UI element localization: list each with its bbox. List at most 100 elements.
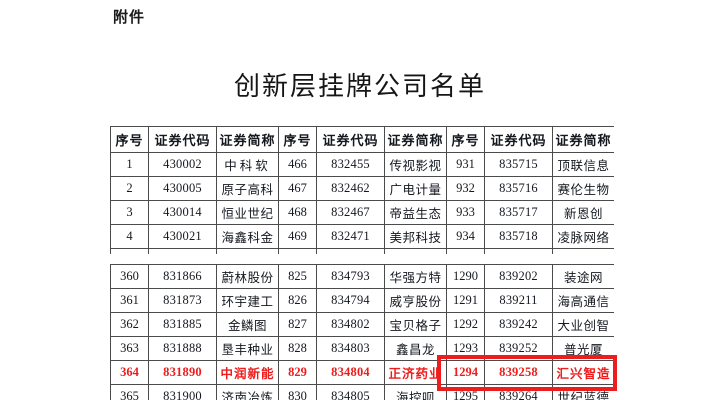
cell-code: 834802 [316, 312, 385, 337]
cell-name: 济南冶炼 [216, 384, 279, 400]
cell-code: 839202 [484, 264, 553, 289]
cell-name: 汇兴智造 [552, 360, 614, 385]
cell-seq: 361 [110, 288, 149, 313]
page-title: 创新层挂牌公司名单 [233, 72, 486, 102]
cell-name: 中科软 [216, 152, 279, 177]
cell-seq: 466 [278, 152, 317, 177]
table-row: 364 831890 中润新能 829 834804 正济药业 1294 839258 汇兴智造 [110, 360, 614, 385]
cell-name: 海控呗 [384, 384, 447, 400]
column-header-name-1: 证券简称 [216, 126, 279, 153]
column-header-code-2: 证券代码 [316, 126, 385, 153]
cell-name: 世纪蓝德 [552, 384, 614, 400]
cell-code: 839211 [484, 288, 553, 313]
cell-seq: 1294 [446, 360, 485, 385]
listing-table-bottom: 360 831866 蔚林股份 825 834793 华强方特 1290 839202 装途网 3… [110, 264, 614, 400]
cell-code: 831866 [148, 264, 217, 289]
cell-seq: 827 [278, 312, 317, 337]
cell-name: 威亨股份 [384, 288, 447, 313]
attachment-label: 附件 [113, 8, 146, 26]
cell-code: 834793 [316, 264, 385, 289]
table-row: 361 831873 环宇建工 826 834794 威亨股份 1291 839211 海高通信 [110, 288, 614, 313]
cell-code: 430014 [148, 200, 217, 225]
cell-name: 金鳞图 [216, 312, 279, 337]
cell-code: 831890 [148, 360, 217, 385]
cell-name: 中润新能 [216, 360, 279, 385]
cell-seq: 829 [278, 360, 317, 385]
cell-name: 恒业世纪 [216, 200, 279, 225]
cell-name: 垦丰种业 [216, 336, 279, 361]
cell-code: 831873 [148, 288, 217, 313]
cell-name: 传视影视 [384, 152, 447, 177]
table-row: 365 831900 济南冶炼 830 834805 海控呗 1295 839264 世纪蓝德 [110, 384, 614, 400]
cell-code: 834803 [316, 336, 385, 361]
cell-empty [216, 248, 279, 254]
cell-name: 原子高科 [216, 176, 279, 201]
cell-code: 839252 [484, 336, 553, 361]
cell-empty [446, 248, 485, 254]
cell-code: 831900 [148, 384, 217, 400]
column-header-code-1: 证券代码 [148, 126, 217, 153]
cell-code: 832471 [316, 224, 385, 249]
cell-seq: 3 [110, 200, 149, 225]
cell-name: 鑫昌龙 [384, 336, 447, 361]
cell-seq: 1295 [446, 384, 485, 400]
cell-code: 832467 [316, 200, 385, 225]
cell-name: 正济药业 [384, 360, 447, 385]
cell-seq: 828 [278, 336, 317, 361]
cell-seq: 362 [110, 312, 149, 337]
cell-name: 顶联信息 [552, 152, 614, 177]
cell-seq: 1292 [446, 312, 485, 337]
table-row: 363 831888 垦丰种业 828 834803 鑫昌龙 1293 839252 普光厦 [110, 336, 614, 361]
cell-seq: 931 [446, 152, 485, 177]
cell-name: 蔚林股份 [216, 264, 279, 289]
cell-seq: 364 [110, 360, 149, 385]
cell-name: 新恩创 [552, 200, 614, 225]
cell-seq: 363 [110, 336, 149, 361]
cell-code: 832462 [316, 176, 385, 201]
cell-code: 430021 [148, 224, 217, 249]
cell-code: 839242 [484, 312, 553, 337]
cell-name: 宝贝格子 [384, 312, 447, 337]
cell-name: 凌脉网络 [552, 224, 614, 249]
cell-seq: 1293 [446, 336, 485, 361]
cell-seq: 830 [278, 384, 317, 400]
cell-empty [484, 248, 553, 254]
column-header-name-2: 证券简称 [384, 126, 447, 153]
cell-seq: 825 [278, 264, 317, 289]
column-header-name-3: 证券简称 [552, 126, 614, 153]
cell-seq: 365 [110, 384, 149, 400]
cell-name: 海鑫科金 [216, 224, 279, 249]
cell-name: 帝益生态 [384, 200, 447, 225]
table-row: 3 430014 恒业世纪 468 832467 帝益生态 933 835717 新恩创 [110, 200, 614, 225]
cell-seq: 826 [278, 288, 317, 313]
column-header-seq-1: 序号 [110, 126, 149, 153]
cell-code: 835718 [484, 224, 553, 249]
cell-name: 普光厦 [552, 336, 614, 361]
cell-empty [148, 248, 217, 254]
table-header-row: 序号 证券代码 证券简称 序号 证券代码 证券简称 序号 证券代码 证券简称 [110, 126, 614, 153]
cell-code: 834805 [316, 384, 385, 400]
cell-empty [278, 248, 317, 254]
cell-seq: 467 [278, 176, 317, 201]
cell-seq: 1290 [446, 264, 485, 289]
cell-seq: 2 [110, 176, 149, 201]
table-section-top: 序号 证券代码 证券简称 序号 证券代码 证券简称 序号 证券代码 证券简称 1… [110, 126, 614, 254]
cell-name: 大业创智 [552, 312, 614, 337]
cell-code: 831885 [148, 312, 217, 337]
cell-code: 834804 [316, 360, 385, 385]
cell-code: 839258 [484, 360, 553, 385]
cell-seq: 934 [446, 224, 485, 249]
cell-empty [316, 248, 385, 254]
cell-code: 831888 [148, 336, 217, 361]
table-row: 4 430021 海鑫科金 469 832471 美邦科技 934 835718 凌脉网络 [110, 224, 614, 249]
cell-seq: 468 [278, 200, 317, 225]
cell-code: 430005 [148, 176, 217, 201]
cell-name: 美邦科技 [384, 224, 447, 249]
table-section-bottom: 360 831866 蔚林股份 825 834793 华强方特 1290 839202 装途网 3… [110, 264, 614, 400]
table-row: 1 430002 中科软 466 832455 传视影视 931 835715 顶联信息 [110, 152, 614, 177]
cell-empty [384, 248, 447, 254]
table-row: 362 831885 金鳞图 827 834802 宝贝格子 1292 839242 大业创智 [110, 312, 614, 337]
cell-name: 装途网 [552, 264, 614, 289]
cell-seq: 4 [110, 224, 149, 249]
cell-name: 赛伦生物 [552, 176, 614, 201]
